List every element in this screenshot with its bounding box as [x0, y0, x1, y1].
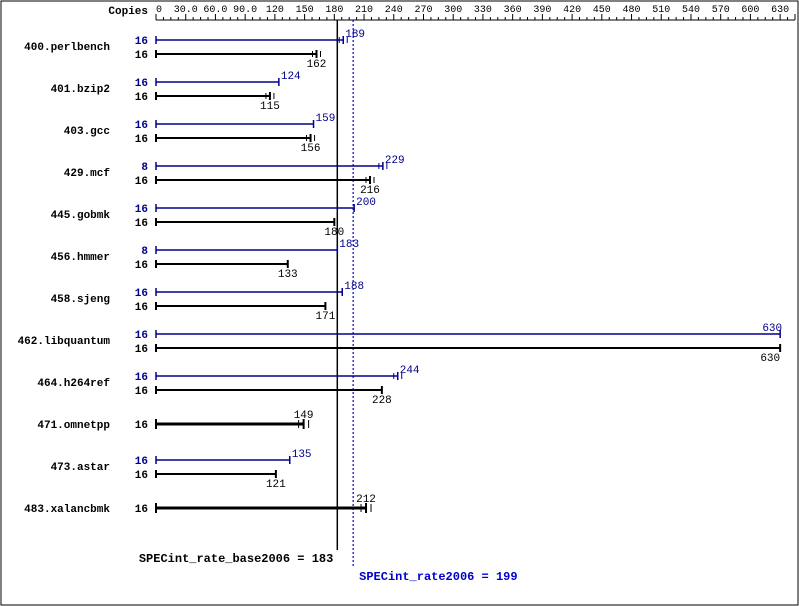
- axis-tick-label: 120: [266, 5, 284, 16]
- base-copies-value: 16: [135, 302, 148, 314]
- peak-copies-value: 16: [135, 78, 148, 90]
- peak-copies-value: 8: [141, 162, 148, 174]
- base-value-label: 162: [307, 59, 327, 71]
- benchmark-name: 464.h264ref: [37, 378, 110, 390]
- base-value-label: 121: [266, 479, 286, 491]
- peak-value-label: 183: [339, 239, 359, 251]
- peak-value-label: 244: [400, 365, 420, 377]
- axis-tick-label: 240: [385, 5, 403, 16]
- peak-copies-value: 16: [135, 288, 148, 300]
- peak-copies-value: 16: [135, 372, 148, 384]
- peak-copies-value: 16: [135, 456, 148, 468]
- axis-tick-label: 330: [474, 5, 492, 16]
- peak-copies-value: 16: [135, 330, 148, 342]
- base-value-label: 171: [316, 311, 336, 323]
- copies-header: Copies: [108, 6, 148, 18]
- base-copies-value: 16: [135, 344, 148, 356]
- base-summary-label: SPECint_rate_base2006 = 183: [139, 552, 333, 566]
- axis-tick-label: 570: [712, 5, 730, 16]
- benchmark-name: 400.perlbench: [24, 42, 110, 54]
- axis-tick-label: 600: [741, 5, 759, 16]
- base-copies-value: 16: [135, 176, 148, 188]
- benchmark-name: 483.xalancbmk: [24, 504, 110, 516]
- axis-tick-label: 450: [593, 5, 611, 16]
- axis-tick-label: 300: [444, 5, 462, 16]
- peak-copies-value: 16: [135, 120, 148, 132]
- base-value-label: 228: [372, 395, 392, 407]
- peak-value-label: 188: [344, 281, 364, 293]
- base-copies-value: 16: [135, 218, 148, 230]
- peak-value-label: 159: [316, 113, 336, 125]
- benchmark-name: 429.mcf: [64, 168, 111, 180]
- base-copies-value: 16: [135, 50, 148, 62]
- base-value-label: 115: [260, 101, 280, 113]
- spec-benchmark-chart: Copies 0 30.0 60.0 90.0 120 150 180 210 240 270 300…: [0, 0, 799, 606]
- benchmark-name: 445.gobmk: [51, 210, 111, 222]
- axis-tick-label: 60.0: [203, 5, 227, 16]
- base-value-label: 156: [301, 143, 321, 155]
- axis-tick-label: 90.0: [233, 5, 257, 16]
- axis-tick-label: 480: [623, 5, 641, 16]
- peak-copies-value: 16: [135, 36, 148, 48]
- peak-copies-value: 16: [135, 204, 148, 216]
- base-copies-value: 16: [135, 260, 148, 272]
- base-value-label: 133: [278, 269, 298, 281]
- base-value-label: 149: [294, 410, 314, 422]
- benchmark-name: 473.astar: [51, 462, 110, 474]
- copies-value: 16: [135, 420, 148, 432]
- peak-copies-value: 8: [141, 246, 148, 258]
- peak-value-label: 124: [281, 71, 301, 83]
- peak-value-label: 229: [385, 155, 405, 167]
- base-copies-value: 16: [135, 134, 148, 146]
- base-value-label: 212: [356, 494, 376, 506]
- base-copies-value: 16: [135, 92, 148, 104]
- peak-value-label: 200: [356, 197, 376, 209]
- axis-tick-label: 510: [652, 5, 670, 16]
- benchmark-name: 458.sjeng: [51, 294, 110, 306]
- axis-tick-label: 360: [504, 5, 522, 16]
- axis-tick-label: 30.0: [174, 5, 198, 16]
- axis-tick-label: 210: [355, 5, 373, 16]
- peak-value-label: 630: [762, 323, 782, 335]
- base-value-label: 180: [324, 227, 344, 239]
- base-copies-value: 16: [135, 470, 148, 482]
- base-copies-value: 16: [135, 386, 148, 398]
- chart-border: [1, 1, 798, 605]
- chart-svg: Copies 0 30.0 60.0 90.0 120 150 180 210 240 270 300…: [0, 0, 799, 606]
- benchmark-name: 471.omnetpp: [37, 420, 110, 432]
- copies-value: 16: [135, 504, 148, 516]
- benchmark-name: 403.gcc: [64, 126, 110, 138]
- axis-tick-label: 270: [414, 5, 432, 16]
- peak-value-label: 135: [292, 449, 312, 461]
- base-value-label: 630: [760, 353, 780, 365]
- axis-tick-label: 630: [771, 5, 789, 16]
- benchmark-name: 401.bzip2: [51, 84, 110, 96]
- axis-tick-label: 180: [325, 5, 343, 16]
- peak-value-label: 189: [345, 29, 365, 41]
- axis-tick-label: 540: [682, 5, 700, 16]
- axis-tick-label: 390: [533, 5, 551, 16]
- benchmark-name: 456.hmmer: [51, 252, 110, 264]
- peak-summary-label: SPECint_rate2006 = 199: [359, 570, 517, 584]
- benchmark-name: 462.libquantum: [18, 336, 111, 348]
- axis-tick-label: 150: [296, 5, 314, 16]
- base-value-label: 216: [360, 185, 380, 197]
- axis-tick-label: 0: [156, 5, 162, 16]
- axis-tick-label: 420: [563, 5, 581, 16]
